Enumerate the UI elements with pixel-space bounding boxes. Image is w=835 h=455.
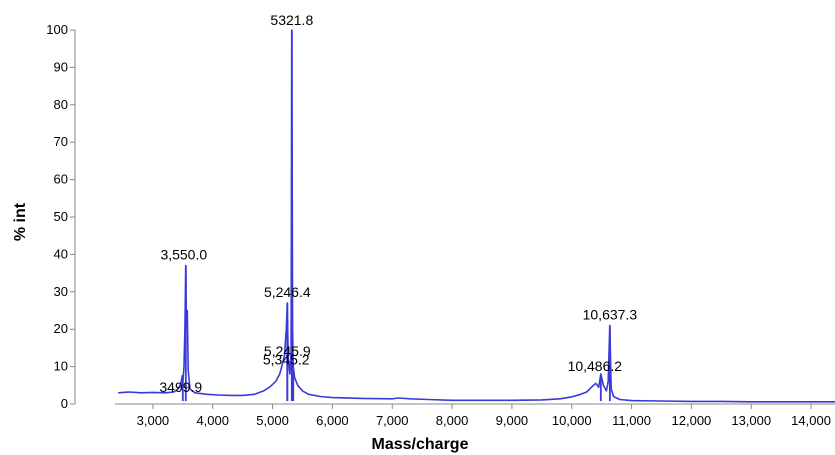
y-tick-label: 10 (54, 359, 68, 374)
x-tick-label: 7,000 (376, 413, 409, 428)
x-tick-label: 5,000 (256, 413, 289, 428)
x-tick-label: 9,000 (496, 413, 529, 428)
x-tick-label: 14,000 (791, 413, 831, 428)
x-tick-label: 6,000 (316, 413, 349, 428)
peak-label: 5,245.9 (264, 343, 311, 359)
y-tick-label: 100 (46, 22, 68, 37)
y-tick-label: 80 (54, 97, 68, 112)
x-tick-label: 11,000 (612, 413, 651, 428)
x-axis-title: Mass/charge (372, 436, 469, 453)
peak-label: 3499.9 (159, 379, 202, 395)
x-tick-label: 13,000 (731, 413, 771, 428)
plot-area (118, 29, 835, 403)
y-tick-label: 60 (54, 172, 68, 187)
y-tick-label: 90 (54, 59, 68, 74)
x-tick-label: 12,000 (672, 413, 712, 428)
x-tick-label: 3,000 (137, 413, 170, 428)
x-tick-label: 8,000 (436, 413, 469, 428)
y-tick-label: 20 (54, 321, 68, 336)
y-tick-label: 40 (54, 246, 68, 261)
y-tick-label: 50 (54, 209, 68, 224)
y-tick-label: 0 (61, 396, 68, 411)
y-tick-label: 30 (54, 284, 68, 299)
peak-label: 5321.8 (270, 12, 313, 28)
peak-labels: 3499.9 3,550.0 5,245.9 5,246.4 5321.8 5,345.2… (159, 12, 637, 395)
y-axis-title: % int (12, 202, 29, 241)
x-tick-label: 4,000 (196, 413, 229, 428)
spectrum-line (118, 29, 835, 403)
y-tick-label: 70 (54, 134, 68, 149)
x-tick-label: 10,000 (552, 413, 592, 428)
peak-label: 5,345.2 (263, 352, 310, 368)
x-axis: 3,000 4,000 5,000 6,000 7,000 8,000 9,000 10,00… (115, 403, 835, 428)
peak-label: 10,486.2 (568, 358, 623, 374)
y-axis: 0 10 20 30 40 50 60 70 80 90 100 (46, 22, 76, 411)
peak-label: 5,246.4 (264, 284, 311, 300)
peak-label: 3,550.0 (160, 247, 207, 263)
peak-label: 10,637.3 (583, 306, 638, 322)
